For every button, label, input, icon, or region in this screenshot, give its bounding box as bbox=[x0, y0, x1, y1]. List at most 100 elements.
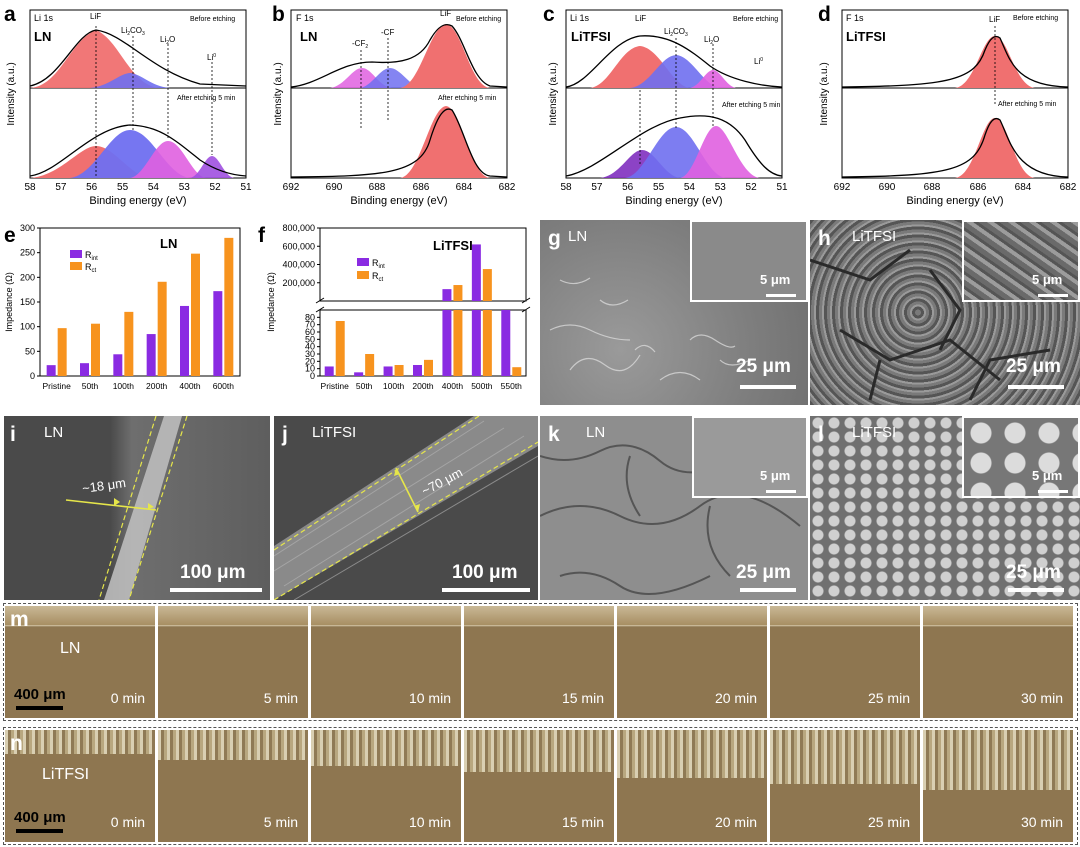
svg-text:54: 54 bbox=[148, 182, 160, 193]
sem-image-h: 5 μm LiTFSI 25 μm bbox=[810, 220, 1080, 405]
svg-text:690: 690 bbox=[879, 182, 896, 193]
d-xticks: 692 690 688 686 684 682 bbox=[834, 182, 1077, 193]
deposit-layer bbox=[617, 606, 767, 630]
bar-rint-lower bbox=[471, 310, 481, 376]
c-peak-li2o: Li2O bbox=[704, 35, 719, 46]
panel-label-j: j bbox=[282, 423, 288, 446]
y-tick-label: 80 bbox=[305, 312, 315, 322]
bar-rct bbox=[365, 354, 375, 376]
time-label: 15 min bbox=[561, 814, 604, 830]
optical-frame-n-3: 15 min bbox=[464, 730, 614, 842]
optical-sample-m: LN bbox=[60, 640, 81, 657]
legend-swatch-rint bbox=[70, 250, 82, 258]
bar-rct bbox=[424, 359, 433, 376]
svg-text:682: 682 bbox=[499, 182, 516, 193]
legend-swatch-rct bbox=[70, 262, 82, 270]
deposit-layer bbox=[923, 730, 1073, 790]
legend-label-rint: Rint bbox=[372, 258, 385, 270]
sem-inset-g: 5 μm bbox=[690, 220, 808, 302]
sem-image-l: 5 μm LiTFSI 25 μm bbox=[810, 416, 1080, 600]
sem-scale-text-j: 100 μm bbox=[452, 562, 518, 583]
optical-frame-m-3: 15 min bbox=[464, 606, 614, 718]
sem-scale-bar-j bbox=[442, 588, 530, 592]
inset-scale-bar bbox=[1038, 490, 1068, 493]
inset-scale-bar bbox=[1038, 294, 1068, 297]
sem-scale-bar-i bbox=[170, 588, 262, 592]
axis-break-left bbox=[315, 297, 325, 313]
b-peak-cf2: -CF2 bbox=[352, 39, 368, 50]
plot-frame-upper bbox=[319, 227, 527, 302]
a-before: Before etching bbox=[190, 16, 235, 23]
panel-c: Li 1s LiTFSI LiF Li2CO3 Li2O Li0 Before … bbox=[548, 9, 788, 207]
c-peak-lif: LiF bbox=[635, 14, 646, 23]
x-tick-label: 400th bbox=[442, 381, 464, 391]
deposit-layer bbox=[5, 606, 155, 630]
x-tick-label: 600th bbox=[213, 381, 235, 391]
panel-b: F 1s LN -CF2 -CF LiF Before etching Afte… bbox=[273, 9, 516, 207]
a-core-label: Li 1s bbox=[34, 13, 54, 23]
optical-frame-n-6: 30 min bbox=[923, 730, 1073, 842]
svg-text:692: 692 bbox=[834, 182, 851, 193]
panel-label-c: c bbox=[543, 3, 555, 26]
b-xticks: 692 690 688 686 684 682 bbox=[283, 182, 516, 193]
d-sample-label: LiTFSI bbox=[846, 29, 886, 44]
sem-scale-text-i: 100 μm bbox=[180, 562, 246, 583]
d-before: Before etching bbox=[1013, 15, 1058, 22]
svg-text:684: 684 bbox=[456, 182, 473, 193]
deposit-layer bbox=[464, 606, 614, 630]
bar-rct-upper bbox=[453, 285, 463, 301]
b-xlabel: Binding energy (eV) bbox=[350, 195, 447, 207]
time-label: 30 min bbox=[1020, 690, 1063, 706]
panel-label-g: g bbox=[548, 227, 561, 250]
bar-rint bbox=[383, 366, 393, 376]
svg-text:58: 58 bbox=[560, 182, 572, 193]
time-label: 0 min bbox=[110, 690, 145, 706]
x-tick-label: Pristine bbox=[321, 381, 350, 391]
x-tick-label: 400th bbox=[179, 381, 201, 391]
sem-sample-g: LN bbox=[568, 228, 588, 245]
legend-swatch-rct bbox=[357, 271, 369, 279]
deposit-layer bbox=[158, 730, 308, 760]
bar-rint bbox=[146, 334, 156, 376]
svg-text:52: 52 bbox=[210, 182, 222, 193]
b-peak-lif: LiF bbox=[440, 9, 451, 18]
sem-inset-k: 5 μm bbox=[692, 416, 808, 498]
svg-text:57: 57 bbox=[55, 182, 67, 193]
bar-rct bbox=[124, 311, 134, 376]
a-peak-li0: Li0 bbox=[207, 53, 216, 62]
a-after: After etching 5 min bbox=[177, 95, 235, 102]
y-tick-label: 100 bbox=[20, 322, 35, 332]
bar-rint bbox=[324, 366, 334, 376]
legend-label-rct: Rct bbox=[85, 262, 97, 274]
time-label: 25 min bbox=[867, 814, 910, 830]
a-peak-li2o: Li2O bbox=[160, 35, 175, 46]
sem-scale-text-k: 25 μm bbox=[736, 562, 791, 583]
svg-text:52: 52 bbox=[746, 182, 758, 193]
svg-text:692: 692 bbox=[283, 182, 300, 193]
optical-row-n: 0 min 5 min 10 min 15 min 20 min 25 min 30 min bbox=[5, 730, 1076, 842]
panel-label-a: a bbox=[4, 3, 16, 26]
sem-inset-l: 5 μm bbox=[962, 416, 1080, 498]
bar-rint bbox=[213, 291, 223, 376]
svg-text:51: 51 bbox=[240, 182, 252, 193]
y-tick-label: 30 bbox=[305, 349, 315, 359]
y-tick-label: 800,000 bbox=[282, 223, 315, 233]
y-tick-label: 40 bbox=[305, 342, 315, 352]
optical-frame-n-2: 10 min bbox=[311, 730, 461, 842]
d-peak-lif: LiF bbox=[989, 15, 1000, 24]
x-tick-label: 100th bbox=[383, 381, 405, 391]
b-peak-cf: -CF bbox=[381, 28, 394, 37]
y-tick-label: 250 bbox=[20, 248, 35, 258]
a-xticks: 58 57 56 55 54 53 52 51 bbox=[24, 182, 252, 193]
sem-scale-bar-h bbox=[1008, 385, 1064, 389]
deposit-layer bbox=[770, 730, 920, 784]
panel-label-l: l bbox=[818, 423, 824, 446]
inset-scale-bar bbox=[766, 490, 796, 493]
sem-inset-h: 5 μm bbox=[962, 220, 1080, 302]
svg-text:682: 682 bbox=[1060, 182, 1077, 193]
bar-rct bbox=[394, 365, 404, 376]
time-label: 5 min bbox=[263, 690, 298, 706]
deposit-layer bbox=[5, 730, 155, 754]
inset-scale-bar bbox=[766, 294, 796, 297]
